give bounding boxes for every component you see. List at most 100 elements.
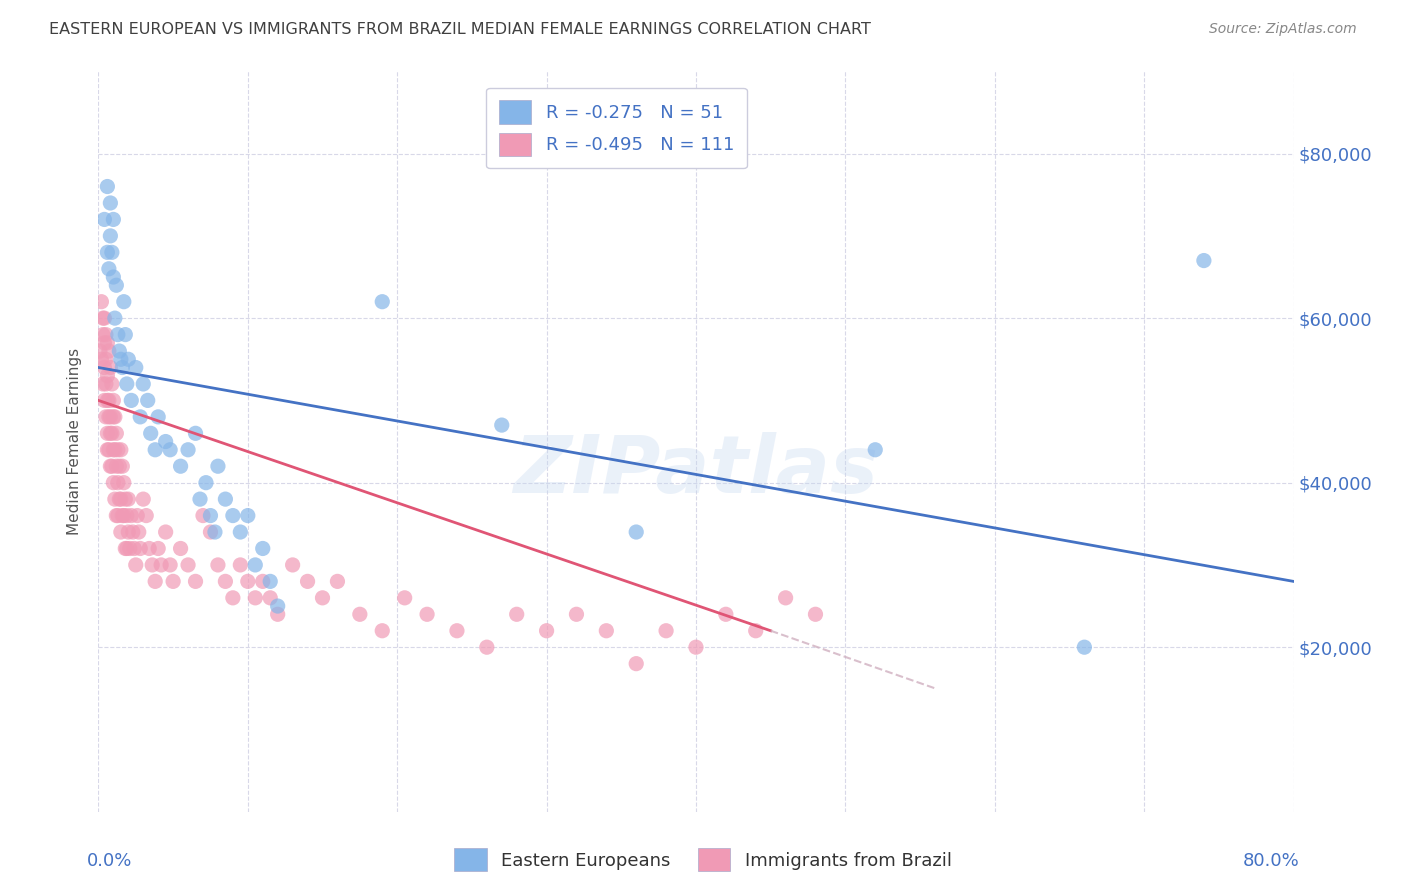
Point <box>143 442 166 457</box>
Point <box>108 459 131 474</box>
Point <box>229 524 252 539</box>
Point <box>139 426 162 441</box>
Point <box>128 524 150 539</box>
Point <box>155 524 177 539</box>
Point <box>97 344 120 359</box>
Point <box>114 541 136 556</box>
Point <box>141 558 163 572</box>
Point <box>200 508 222 523</box>
Point <box>865 442 887 457</box>
Point <box>245 591 267 605</box>
Point <box>1192 253 1215 268</box>
Point <box>101 245 124 260</box>
Point <box>685 640 707 655</box>
Point <box>1073 640 1095 655</box>
Point <box>125 558 148 572</box>
Point <box>475 640 498 655</box>
Point <box>108 492 131 507</box>
Point <box>107 475 129 490</box>
Point <box>491 418 513 433</box>
Point <box>96 245 118 260</box>
Point <box>97 442 120 457</box>
Point <box>143 574 166 589</box>
Point <box>124 541 146 556</box>
Point <box>111 459 134 474</box>
Point <box>107 442 129 457</box>
Point <box>112 294 135 309</box>
Point <box>103 212 125 227</box>
Text: Source: ZipAtlas.com: Source: ZipAtlas.com <box>1209 22 1357 37</box>
Point <box>90 352 112 367</box>
Point <box>136 393 159 408</box>
Point <box>804 607 827 622</box>
Point <box>112 508 135 523</box>
Point <box>129 409 152 424</box>
Point <box>148 409 170 424</box>
Point <box>252 541 274 556</box>
Point <box>93 335 115 350</box>
Point <box>626 657 648 671</box>
Point <box>93 212 115 227</box>
Point <box>104 409 127 424</box>
Point <box>155 434 177 449</box>
Point <box>108 344 131 359</box>
Point <box>110 524 132 539</box>
Point <box>148 541 170 556</box>
Point <box>103 409 125 424</box>
Point <box>184 426 207 441</box>
Point <box>245 558 267 572</box>
Point <box>416 607 439 622</box>
Text: 0.0%: 0.0% <box>87 853 132 871</box>
Point <box>98 360 122 375</box>
Point <box>775 591 797 605</box>
Point <box>91 327 114 342</box>
Point <box>89 344 111 359</box>
Point <box>110 442 132 457</box>
Point <box>91 311 114 326</box>
Point <box>110 352 132 367</box>
Point <box>98 426 122 441</box>
Point <box>98 459 122 474</box>
Point <box>267 599 290 613</box>
Point <box>93 311 115 326</box>
Point <box>98 409 122 424</box>
Point <box>103 475 125 490</box>
Point <box>281 558 304 572</box>
Point <box>93 360 115 375</box>
Point <box>125 360 148 375</box>
Point <box>745 624 768 638</box>
Point <box>252 574 274 589</box>
Legend: R = -0.275   N = 51, R = -0.495   N = 111: R = -0.275 N = 51, R = -0.495 N = 111 <box>486 87 747 169</box>
Point <box>94 409 117 424</box>
Point <box>120 508 142 523</box>
Point <box>169 459 191 474</box>
Point <box>94 327 117 342</box>
Point <box>107 508 129 523</box>
Point <box>159 442 181 457</box>
Point <box>371 624 394 638</box>
Point <box>121 524 143 539</box>
Point <box>105 426 128 441</box>
Point <box>207 558 229 572</box>
Point <box>204 524 226 539</box>
Point <box>103 393 125 408</box>
Point <box>132 376 155 391</box>
Point <box>96 368 118 383</box>
Point <box>107 327 129 342</box>
Point <box>714 607 737 622</box>
Point <box>297 574 319 589</box>
Point <box>98 196 122 211</box>
Point <box>188 492 211 507</box>
Point <box>236 508 259 523</box>
Point <box>115 508 138 523</box>
Point <box>169 541 191 556</box>
Point <box>177 558 200 572</box>
Point <box>626 524 648 539</box>
Point <box>96 426 118 441</box>
Point <box>177 442 200 457</box>
Point <box>94 376 117 391</box>
Point <box>349 607 371 622</box>
Point <box>105 278 128 293</box>
Point <box>184 574 207 589</box>
Point <box>565 607 588 622</box>
